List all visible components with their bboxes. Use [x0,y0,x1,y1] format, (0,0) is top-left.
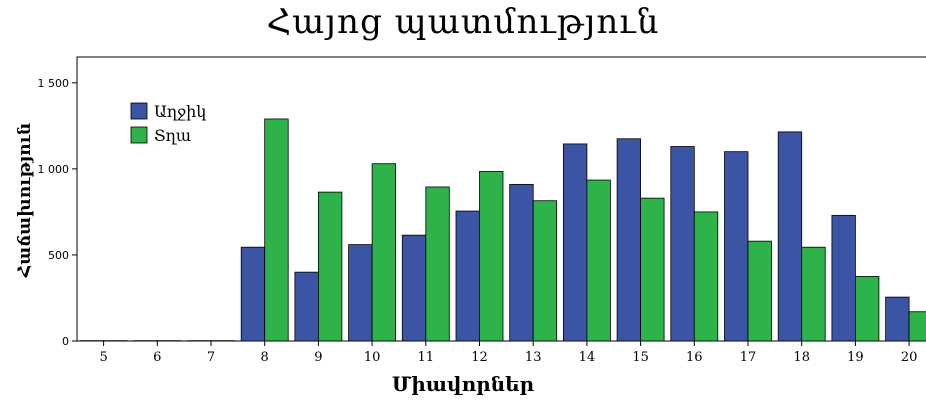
bar-girl-20 [885,296,910,342]
legend-swatch-boy [130,126,148,144]
bar-boy-16 [693,211,719,342]
x-tick-label: 8 [261,350,269,365]
y-tick-label: 1 000 [38,163,70,176]
bar-girl-12 [455,210,480,342]
bar-girl-9 [294,271,319,342]
bar-boy-9 [317,191,343,342]
y-tick-label: 0 [62,335,69,348]
bar-girl-8 [240,246,266,342]
x-tick-label: 15 [632,350,649,365]
x-tick-label: 14 [579,350,596,365]
legend-label-girl: Աղջիկ [154,102,206,121]
x-tick-label: 7 [207,350,215,365]
chart-title: Հայոց պատմություն [266,2,660,42]
x-tick-label: 12 [471,350,488,365]
bar-boy-10 [371,163,397,342]
bar-girl-11 [401,234,427,342]
x-tick-label: 6 [153,350,161,365]
x-tick-label: 19 [847,350,864,365]
x-axis-label: Միավորներ [391,372,535,396]
bar-girl-17 [724,151,749,342]
bar-boy-12 [479,171,504,342]
bar-girl-15 [616,138,641,342]
bar-girl-16 [670,146,695,342]
bar-boy-15 [640,197,665,342]
y-tick-label: 1 500 [38,77,70,90]
x-tick-label: 13 [525,350,542,365]
bar-boy-14 [586,179,611,342]
bar-boy-20 [908,311,926,342]
legend-label-boy: Տղա [154,126,191,145]
bar-girl-10 [348,244,373,342]
bar-girl-14 [563,143,588,342]
bar-girl-13 [509,183,534,342]
bar-girl-18 [777,131,803,342]
x-tick-label: 11 [418,350,435,365]
x-tick-label: 16 [686,350,703,365]
bar-girl-19 [831,214,856,342]
bar-boy-11 [425,186,450,342]
legend-swatch-girl [130,102,148,120]
y-tick-label: 500 [48,249,69,262]
bar-boy-18 [801,246,826,342]
x-tick-label: 5 [99,350,107,365]
bar-boy-19 [855,276,880,342]
bar-boy-8 [264,118,289,342]
x-tick-label: 20 [901,350,918,365]
x-tick-label: 9 [314,350,322,365]
x-tick-label: 18 [793,350,810,365]
x-tick-label: 17 [740,350,757,365]
bar-boy-13 [532,200,558,342]
bar-boy-17 [747,240,772,342]
x-tick-label: 10 [364,350,381,365]
